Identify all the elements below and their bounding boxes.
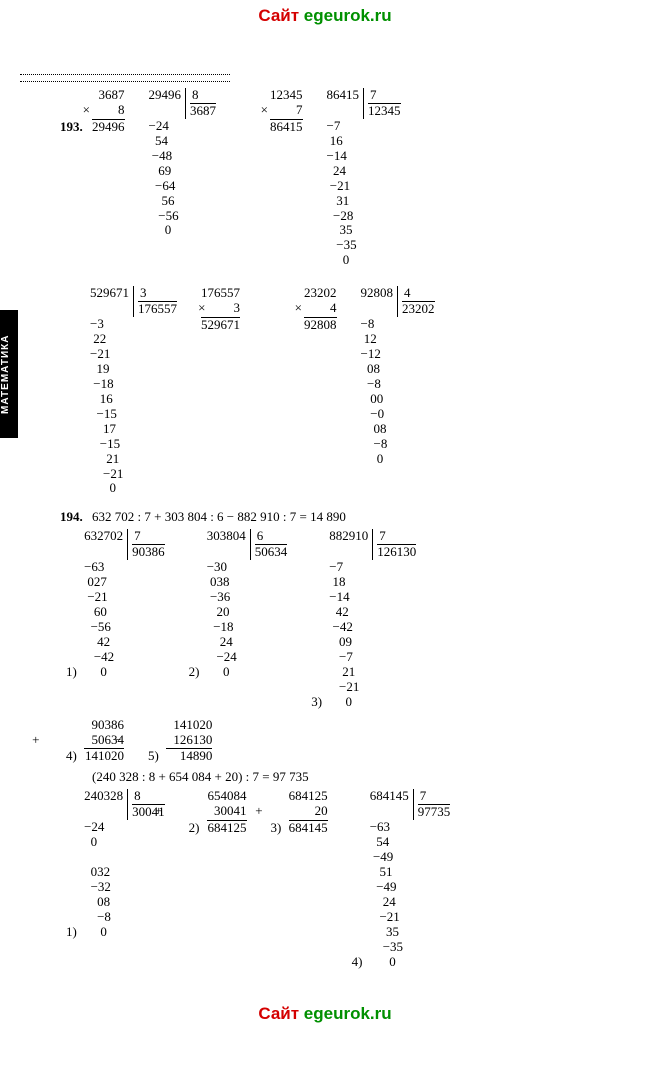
problem-193: 193. 3687 ×8 29496 2949683687 −24 54 −48…	[60, 88, 638, 268]
mult-3: 176557 ×3 529671	[201, 286, 240, 333]
side-tab: МАТЕМАТИКА	[0, 310, 18, 438]
problem-number-194: 194.	[60, 509, 83, 524]
add-block: 2) 654084+30041684125	[189, 789, 247, 836]
div-1: 2949683687 −24 54 −48 69 −64 56 −56 0	[149, 88, 217, 238]
mult-4: 23202 ×4 92808	[304, 286, 337, 333]
div-2: 86415712345 −7 16 −14 24 −21 31 −28 35 −…	[327, 88, 401, 268]
p194-parts2: 1) 240328830041 −24 0 032 −32 08 −8 0 2) …	[66, 789, 638, 969]
add-block: 3) 684125+20684145	[271, 789, 328, 836]
problem-193-row2: 5296713176557 −3 22 −21 19 −18 16 −15 17…	[90, 286, 638, 496]
div-block: 3) 8829107126130 −7 18 −14 42 −42 09 −7 …	[311, 529, 416, 709]
div-block: 1) 240328830041 −24 0 032 −32 08 −8 0	[66, 789, 165, 939]
expr-2: (240 328 : 8 + 654 084 + 20) : 7 = 97 73…	[92, 770, 638, 785]
expr-1: 632 702 : 7 + 303 804 : 6 − 882 910 : 7 …	[92, 509, 346, 524]
div-3: 5296713176557 −3 22 −21 19 −18 16 −15 17…	[90, 286, 177, 496]
p194-add: 4) 90386+506341410205) 141020−1261301489…	[66, 718, 638, 765]
div-block: 4) 684145797735 −63 54 −49 51 −49 24 −21…	[352, 789, 451, 969]
mult-1: 3687 ×8 29496	[92, 88, 125, 135]
div-block: 1) 632702790386 −63 027 −21 60 −56 42 −4…	[66, 529, 165, 679]
page: МАТЕМАТИКА 193. 3687 ×8 29496 2949683687…	[0, 0, 650, 1030]
problem-194: 194. 632 702 : 7 + 303 804 : 6 − 882 910…	[60, 510, 638, 525]
p194-parts1: 1) 632702790386 −63 027 −21 60 −56 42 −4…	[66, 529, 638, 709]
mult-2: 12345 ×7 86415	[270, 88, 303, 135]
problem-number: 193.	[60, 119, 83, 134]
top-rule	[20, 74, 230, 82]
add-block: 5) 141020−12613014890	[148, 718, 212, 765]
div-4: 92808423202 −8 12 −12 08 −8 00 −0 08 −8 …	[361, 286, 435, 466]
div-block: 2) 303804650634 −30 038 −36 20 −18 24 −2…	[189, 529, 288, 679]
